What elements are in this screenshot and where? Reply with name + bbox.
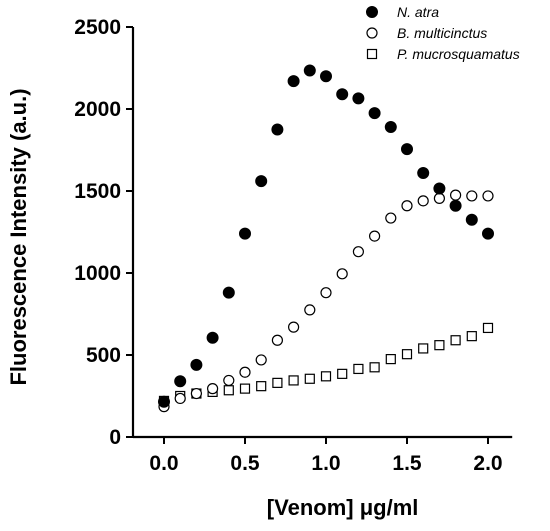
data-point xyxy=(384,121,397,134)
data-point xyxy=(255,175,268,188)
data-point xyxy=(401,200,413,212)
data-point xyxy=(482,227,494,240)
data-point xyxy=(418,343,429,354)
y-tick-label: 2500 xyxy=(74,16,121,39)
legend-label: P. mucrosquamatus xyxy=(397,46,520,62)
data-point xyxy=(158,395,170,408)
y-tick-label: 0 xyxy=(109,426,121,449)
data-point xyxy=(368,107,381,120)
y-ticks: 0 500 1000 1500 2000 2500 xyxy=(74,16,133,449)
data-point xyxy=(336,88,349,101)
y-tick-label: 500 xyxy=(86,344,121,367)
y-tick-label: 1000 xyxy=(74,262,121,285)
data-point xyxy=(353,363,364,375)
data-point xyxy=(369,362,380,373)
series-0 xyxy=(158,64,494,408)
data-point xyxy=(433,192,445,204)
data-point xyxy=(304,373,315,384)
data-point xyxy=(288,321,300,333)
data-point xyxy=(385,354,396,365)
data-point xyxy=(239,366,251,378)
data-point xyxy=(433,182,446,195)
legend: N. atra B. multicinctus P. mucrosquamatus xyxy=(366,4,520,62)
data-point xyxy=(272,377,283,388)
data-point xyxy=(303,64,316,77)
data-point xyxy=(466,331,477,342)
data-point xyxy=(401,349,413,360)
data-point xyxy=(206,331,219,344)
data-point xyxy=(256,381,267,392)
x-ticks: 0.0 0.5 1.0 1.5 2.0 xyxy=(149,437,503,475)
data-point xyxy=(207,383,219,395)
data-point xyxy=(239,383,251,394)
data-point xyxy=(320,287,332,299)
data-point xyxy=(190,387,202,400)
legend-marker xyxy=(366,6,378,18)
data-point xyxy=(352,246,364,258)
data-point xyxy=(401,143,413,156)
y-axis-label: Fluorescence Intensity (a.u.) xyxy=(6,88,31,385)
data-point xyxy=(466,190,478,202)
legend-marker xyxy=(366,48,378,60)
data-point xyxy=(271,334,283,346)
x-tick-label: 1.5 xyxy=(392,452,422,475)
data-point xyxy=(369,230,381,242)
data-point xyxy=(417,195,429,207)
data-point xyxy=(320,371,332,382)
x-tick-label: 0.0 xyxy=(149,452,178,475)
data-point xyxy=(450,335,461,346)
data-point xyxy=(239,227,251,240)
data-point xyxy=(271,123,284,136)
data-point xyxy=(337,368,348,379)
data-point xyxy=(336,268,348,280)
data-point xyxy=(174,375,187,388)
data-point xyxy=(449,199,462,212)
data-point xyxy=(223,385,234,396)
data-point xyxy=(450,189,462,201)
legend-label: N. atra xyxy=(397,4,439,20)
data-point xyxy=(482,190,494,202)
data-point xyxy=(482,322,494,334)
data-point xyxy=(174,392,186,405)
data-point xyxy=(352,92,365,105)
data-point xyxy=(287,75,300,88)
data-point xyxy=(465,213,478,226)
data-point xyxy=(385,212,397,224)
series-1 xyxy=(158,189,494,413)
data-point xyxy=(288,375,299,386)
data-point xyxy=(190,358,203,371)
x-tick-label: 2.0 xyxy=(473,452,502,475)
x-axis-label: [Venom] μg/ml xyxy=(267,495,419,520)
data-points xyxy=(158,64,494,413)
y-tick-label: 1500 xyxy=(74,180,121,203)
axes xyxy=(131,27,513,439)
legend-marker xyxy=(366,27,378,39)
x-tick-label: 0.5 xyxy=(230,452,260,475)
data-point xyxy=(223,374,235,387)
x-tick-label: 1.0 xyxy=(311,452,340,475)
data-point xyxy=(222,286,235,299)
data-point xyxy=(434,340,445,351)
legend-label: B. multicinctus xyxy=(397,25,487,41)
data-point xyxy=(255,354,267,366)
data-point xyxy=(304,304,316,316)
data-point xyxy=(417,166,430,179)
y-tick-label: 2000 xyxy=(74,98,121,121)
data-point xyxy=(320,70,332,83)
